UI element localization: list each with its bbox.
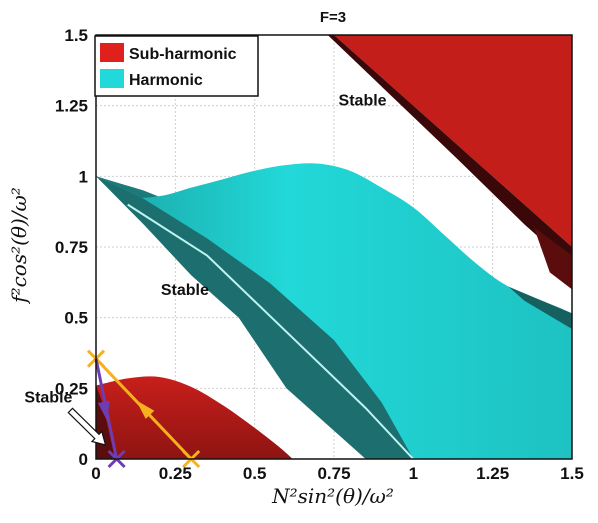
y-tick-label: 0.25 <box>55 379 88 398</box>
stable-label: Stable <box>339 93 387 110</box>
sub-harmonic-upper-region <box>334 35 572 247</box>
y-axis-label: f²cos²(θ)/ω² <box>7 187 31 305</box>
x-tick-label: 1.25 <box>476 464 509 483</box>
y-tick-label: 0.5 <box>64 309 88 328</box>
y-tick-label: 0.75 <box>55 238 88 257</box>
annotations: Stable Stable Stable <box>24 93 387 446</box>
x-tick-label: 1.5 <box>560 464 584 483</box>
harmonic-region <box>96 163 572 459</box>
plot-frame <box>95 34 573 460</box>
legend: Sub-harmonic Harmonic <box>94 35 259 97</box>
y-tick-label: 0 <box>79 450 88 469</box>
trajectory-arrowhead <box>97 400 110 422</box>
x-tick-label: 1 <box>409 464 418 483</box>
y-tick-label: 1 <box>79 167 88 186</box>
legend-label-sub-harmonic: Sub-harmonic <box>129 46 237 63</box>
x-tick-label: 0.5 <box>243 464 267 483</box>
x-axis-label: N²sin²(θ)/ω² <box>271 484 394 508</box>
harmonic-underside <box>96 176 414 459</box>
chart-title: F=3 <box>320 9 346 26</box>
stable-label: Stable <box>161 282 209 299</box>
stability-regions <box>96 35 572 459</box>
y-tick-label: 1.25 <box>55 97 88 116</box>
legend-swatch-sub-harmonic <box>100 43 124 62</box>
harmonic-right-edge <box>508 286 572 329</box>
legend-label-harmonic: Harmonic <box>129 72 203 89</box>
regions-clipped <box>96 35 572 459</box>
trajectory-arrowhead <box>136 400 155 419</box>
stable-arrow <box>67 407 107 446</box>
trajectories <box>86 349 201 469</box>
harmonic-edge-highlight <box>127 203 415 459</box>
sub-harmonic-lower-region <box>96 376 293 459</box>
x-tick-label: 0.75 <box>317 464 350 483</box>
sub-harmonic-upper-tail <box>533 227 572 290</box>
stable-label: Stable <box>24 389 72 406</box>
x-tick-label: 0 <box>91 464 100 483</box>
x-tick-label: 0.25 <box>159 464 192 483</box>
stable-arrow-shape <box>67 407 107 446</box>
legend-swatch-harmonic <box>100 69 124 88</box>
sub-harmonic-upper-edge <box>327 35 572 267</box>
axes-frame <box>95 34 573 460</box>
tick-labels: 0 0.25 0.5 0.75 1 1.25 1.5 0 0.25 0.5 0.75 1 1.25 1.5 <box>55 26 584 483</box>
y-tick-label: 1.5 <box>64 26 88 45</box>
